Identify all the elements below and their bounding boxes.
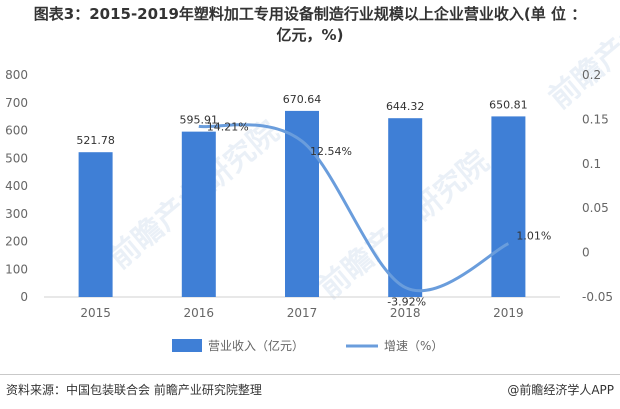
bar-label-2017: 670.64: [283, 93, 322, 106]
line-label-2018: -3.92%: [387, 295, 426, 308]
right-tick-label-5: 0.2: [582, 68, 601, 82]
x-tick-label-2018: 2018: [390, 306, 421, 320]
line-label-2016: 14.21%: [207, 120, 249, 133]
x-tick-label-2016: 2016: [184, 306, 215, 320]
right-tick-label-1: 0: [582, 246, 590, 260]
right-tick-label-2: 0.05: [582, 201, 609, 215]
bar-2016: [181, 131, 216, 297]
line-label-2017: 12.54%: [310, 145, 352, 158]
bar-label-2016: 595.91: [180, 114, 219, 127]
growth-line: [198, 123, 510, 293]
left-tick-label-3: 300: [5, 207, 28, 221]
chart-title: 图表3：2015-2019年塑料加工专用设备制造行业规模以上企业营业收入(单 位…: [0, 4, 620, 46]
right-tick-label-0: -0.05: [582, 290, 613, 304]
left-tick-label-5: 500: [5, 151, 28, 165]
bar-label-2019: 650.81: [489, 98, 528, 111]
bar-2017: [285, 110, 319, 297]
left-tick-label-4: 400: [5, 179, 28, 193]
x-tick-label-2019: 2019: [493, 306, 524, 320]
brand-credit: @前瞻经济学人APP: [507, 383, 614, 397]
bar-2019: [491, 116, 526, 297]
left-tick-label-0: 0: [20, 290, 28, 304]
legend-swatch-bar: [172, 339, 202, 352]
line-label-2019: 1.01%: [516, 230, 551, 243]
bar-label-2018: 644.32: [386, 100, 425, 113]
legend-label-bar: 营业收入（亿元）: [208, 338, 304, 353]
right-tick-label-3: 0.1: [582, 157, 601, 171]
source-note: 资料来源：中国包装联合会 前瞻产业研究院整理: [6, 383, 262, 397]
chart-svg: 前瞻产业研究院前瞻产业研究院前瞻产业研究院0100200300400500600…: [5, 0, 620, 353]
x-tick-label-2017: 2017: [287, 306, 318, 320]
x-tick-label-2015: 2015: [80, 306, 111, 320]
legend-label-line: 增速（%）: [384, 339, 443, 353]
watermark-2: 前瞻产业研究院: [543, 0, 620, 116]
left-tick-label-8: 800: [5, 68, 28, 82]
left-tick-label-2: 200: [5, 235, 28, 249]
bar-2015: [78, 152, 113, 297]
left-tick-label-6: 600: [5, 124, 28, 138]
right-tick-label-4: 0.15: [582, 112, 609, 126]
bar-label-2015: 521.78: [76, 134, 115, 147]
left-tick-label-1: 100: [5, 262, 28, 276]
chart-title-line2: 亿元，%): [276, 26, 344, 44]
footer-divider: [0, 374, 620, 375]
left-tick-label-7: 700: [5, 96, 28, 110]
chart-title-line1: 图表3：2015-2019年塑料加工专用设备制造行业规模以上企业营业收入(单 位…: [33, 5, 587, 23]
bar-2018: [388, 118, 423, 297]
